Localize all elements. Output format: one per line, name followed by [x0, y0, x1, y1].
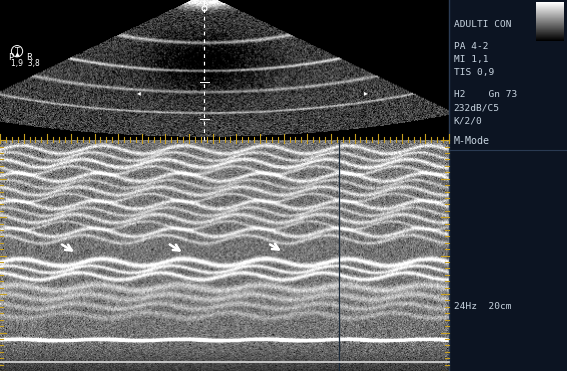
Text: 24Hz  20cm: 24Hz 20cm	[454, 302, 511, 311]
Text: ADULTI CON: ADULTI CON	[454, 20, 511, 29]
Text: H2    Gn 73: H2 Gn 73	[454, 90, 517, 99]
Text: M-Mode: M-Mode	[454, 136, 489, 146]
Text: 232dB/C5: 232dB/C5	[454, 103, 500, 112]
Text: T: T	[15, 47, 19, 56]
Text: K/2/0: K/2/0	[454, 116, 483, 125]
Text: P: P	[8, 53, 13, 62]
Text: MI 1,1: MI 1,1	[454, 55, 488, 64]
Text: PA 4-2: PA 4-2	[454, 42, 488, 51]
Bar	[449, 0, 567, 371]
Text: ▸: ▸	[364, 88, 367, 97]
Text: 1,9  3,8: 1,9 3,8	[11, 59, 40, 68]
Text: TIS 0,9: TIS 0,9	[454, 68, 494, 77]
Text: ◂: ◂	[137, 88, 141, 97]
Bar	[0, 0, 449, 140]
Text: R: R	[26, 53, 32, 62]
Text: ▲: ▲	[15, 52, 19, 58]
